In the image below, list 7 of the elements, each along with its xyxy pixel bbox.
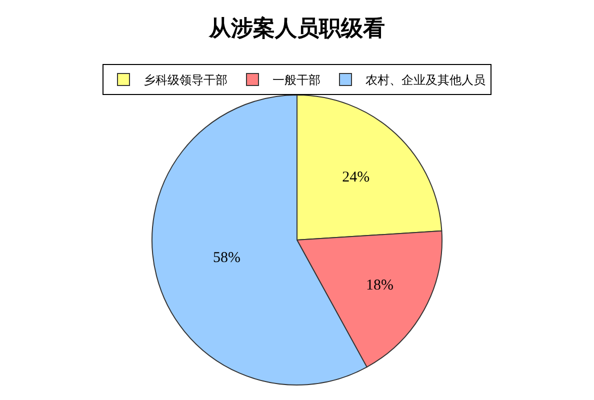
legend-label: 一般干部 (272, 73, 320, 88)
legend-label: 农村、企业及其他人员 (366, 73, 486, 88)
data-label: 18% (366, 277, 394, 294)
chart-title: 从涉案人员职级看 (208, 15, 385, 42)
data-label: 58% (213, 250, 241, 266)
legend-label: 乡科级领导干部 (144, 73, 228, 88)
data-label: 24% (342, 169, 370, 186)
